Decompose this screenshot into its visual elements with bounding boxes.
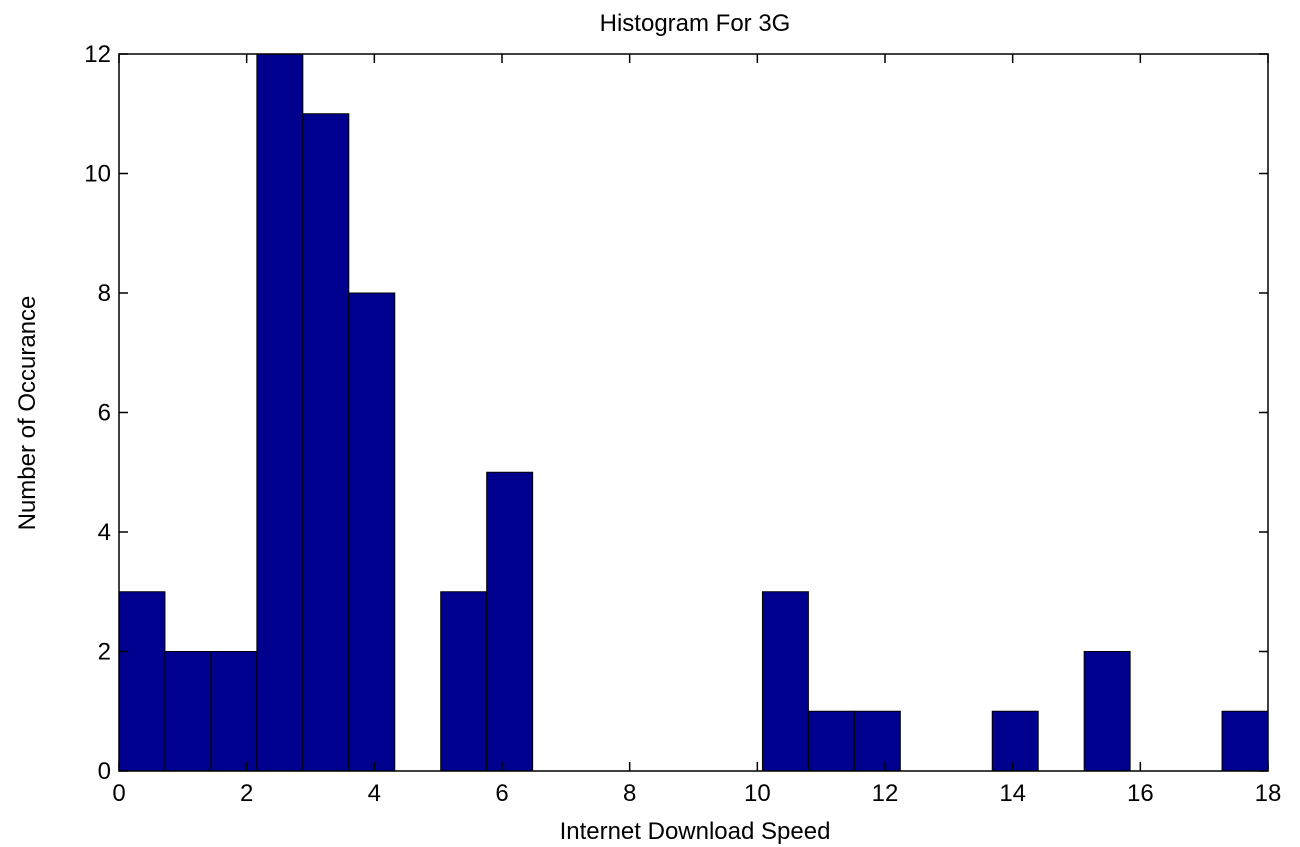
tick-labels-group: 0 2 4 6 8 10 12 14 16 18 0 2 4 6 8 10 12 xyxy=(84,41,1281,807)
histogram-bar xyxy=(1221,710,1269,772)
x-tick-label: 0 xyxy=(112,780,125,807)
x-tick-label: 14 xyxy=(999,780,1026,807)
x-tick-label: 8 xyxy=(623,780,636,807)
x-tick-label: 4 xyxy=(368,780,381,807)
x-tick-label: 6 xyxy=(495,780,508,807)
histogram-bar xyxy=(256,53,304,772)
x-tick-label: 12 xyxy=(872,780,899,807)
histogram-bar xyxy=(210,651,258,772)
chart-title: Histogram For 3G xyxy=(600,10,791,37)
x-tick-label: 10 xyxy=(744,780,771,807)
histogram-bar xyxy=(761,591,809,772)
x-tick-label: 2 xyxy=(240,780,253,807)
x-tick-label: 16 xyxy=(1127,780,1154,807)
histogram-bar xyxy=(486,471,534,772)
histogram-bar xyxy=(853,710,901,772)
histogram-bar xyxy=(1083,651,1131,772)
histogram-bar xyxy=(991,710,1039,772)
histogram-bar xyxy=(302,113,350,772)
histogram-bar xyxy=(807,710,855,772)
y-tick-label: 12 xyxy=(84,41,111,68)
y-tick-label: 0 xyxy=(98,758,111,785)
ticks-group xyxy=(118,53,1269,772)
y-tick-label: 2 xyxy=(98,639,111,666)
histogram-bar xyxy=(164,651,212,772)
histogram-bar xyxy=(118,591,166,772)
y-tick-label: 4 xyxy=(98,519,111,546)
y-tick-label: 6 xyxy=(98,400,111,427)
histogram-bar xyxy=(440,591,488,772)
x-tick-label: 18 xyxy=(1255,780,1282,807)
bars-group xyxy=(118,53,1269,772)
histogram-bar xyxy=(348,292,396,772)
y-axis-label: Number of Occurance xyxy=(14,296,41,531)
x-axis-label: Internet Download Speed xyxy=(560,818,831,845)
y-tick-label: 10 xyxy=(84,161,111,188)
y-tick-label: 8 xyxy=(98,280,111,307)
